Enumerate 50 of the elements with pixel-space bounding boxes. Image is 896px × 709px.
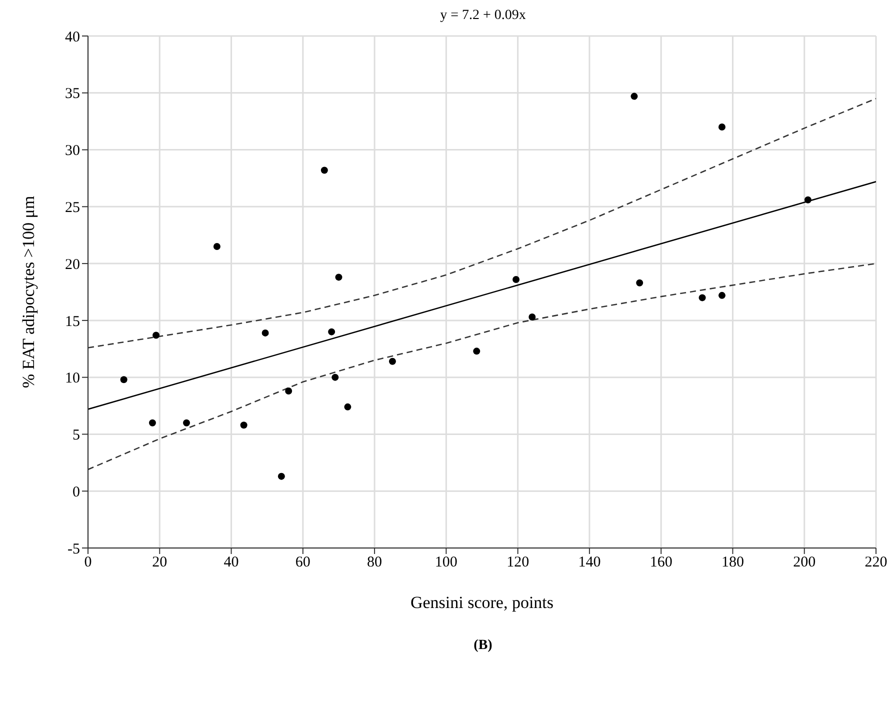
- y-tick-label: 30: [65, 143, 80, 160]
- point: [630, 92, 638, 100]
- y-tick-label: 20: [65, 256, 80, 273]
- x-tick-label: 200: [793, 554, 816, 571]
- x-tick-label: 160: [650, 554, 672, 571]
- x-tick-label: 140: [578, 554, 601, 571]
- x-tick-label: 120: [506, 554, 530, 571]
- point: [473, 348, 480, 355]
- x-tick-label: 80: [367, 554, 382, 571]
- x-tick-label: 0: [84, 554, 92, 571]
- point: [278, 472, 285, 480]
- point: [152, 332, 160, 339]
- point: [335, 274, 342, 281]
- point: [285, 387, 292, 394]
- text: (B): [472, 638, 494, 654]
- point: [148, 419, 156, 426]
- y-axis-title: % EAT adipocytes >100 μm: [19, 196, 38, 388]
- x-tick-label: 20: [152, 554, 168, 571]
- y-tick-label: 40: [65, 29, 80, 46]
- point: [804, 196, 812, 204]
- point: [183, 419, 190, 426]
- x-tick-label: 40: [224, 554, 239, 571]
- point: [528, 314, 536, 321]
- point: [718, 124, 726, 131]
- point: [320, 166, 328, 174]
- point: [718, 292, 726, 299]
- x-tick-label: 100: [434, 554, 458, 571]
- point: [328, 328, 336, 336]
- point: [388, 358, 396, 365]
- point: [213, 242, 220, 250]
- y-tick-label: 5: [72, 428, 80, 444]
- point: [512, 276, 520, 283]
- x-tick-label: 180: [721, 554, 744, 571]
- x-tick-label: 220: [864, 554, 888, 571]
- y-tick-label: -5: [68, 541, 80, 558]
- y-tick-label: 10: [65, 370, 80, 387]
- point: [332, 374, 339, 381]
- point: [698, 294, 706, 302]
- point: [344, 403, 352, 410]
- y-tick-label: 25: [65, 200, 80, 216]
- point: [240, 422, 248, 429]
- x-axis-title: Gensini score, points: [410, 593, 554, 612]
- y-tick-label: 15: [65, 314, 80, 330]
- point: [120, 376, 128, 384]
- point: [262, 329, 269, 336]
- point: [636, 279, 644, 286]
- x-tick-label: 60: [295, 554, 310, 571]
- y-tick-label: 0: [72, 484, 80, 500]
- chart-title: y = 7.2 + 0.09x: [439, 8, 527, 25]
- y-tick-label: 35: [65, 86, 80, 102]
